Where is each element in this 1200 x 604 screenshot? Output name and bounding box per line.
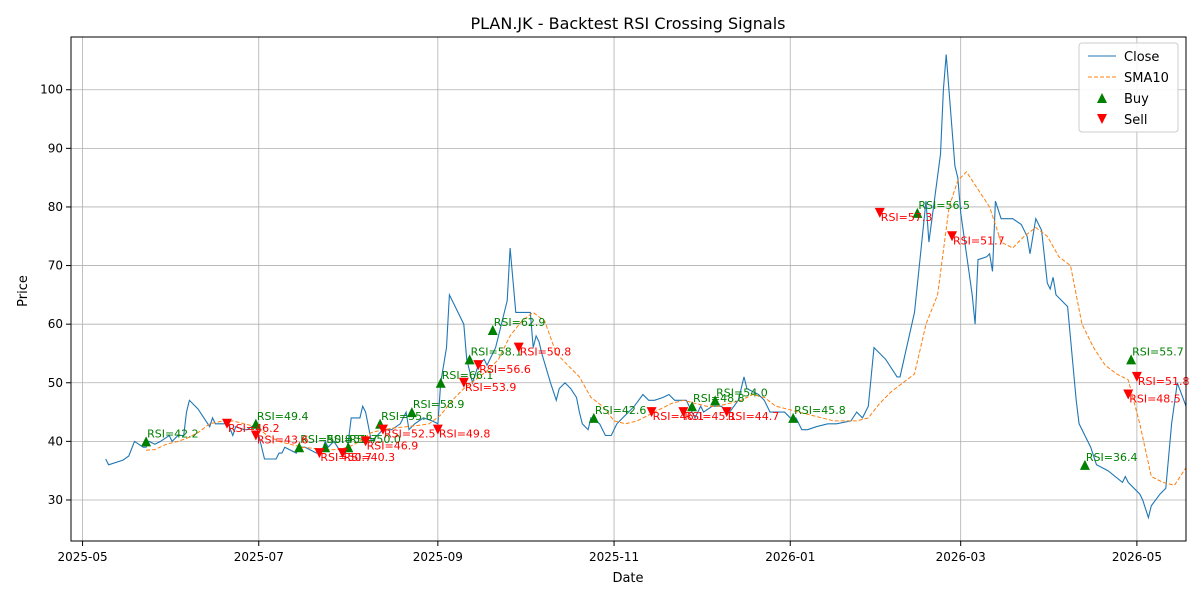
sell-marker — [377, 424, 388, 435]
sell-rsi-label: RSI=45.1 — [684, 410, 736, 423]
legend-sell-marker — [1097, 114, 1107, 124]
legend-frame — [1078, 42, 1179, 133]
buy-rsi-label: RSI=36.4 — [1086, 451, 1138, 464]
buy-marker — [687, 401, 698, 412]
buy-rsi-label: RSI=42.2 — [147, 427, 199, 440]
buy-rsi-label: RSI=49.4 — [257, 410, 309, 423]
sell-rsi-label: RSI=51.8 — [1138, 375, 1190, 388]
legend-buy-marker — [1097, 93, 1107, 103]
x-tick-label: 2025-05 — [57, 550, 107, 564]
legend: Close SMA10 Buy Sell — [1078, 42, 1179, 133]
sell-marker — [513, 342, 524, 353]
sell-rsi-label: RSI=46.2 — [228, 422, 280, 435]
buy-rsi-label: RSI=55.7 — [1132, 345, 1184, 358]
sell-marker — [1123, 389, 1134, 400]
buy-rsi-label: RSI=54.0 — [716, 386, 768, 399]
buy-rsi-label: RSI=48.8 — [693, 392, 745, 405]
buy-rsi-label: RSI=56.5 — [918, 199, 970, 212]
y-tick-label: 70 — [48, 259, 63, 273]
legend-sma-label: SMA10 — [1124, 71, 1169, 86]
y-tick-label: 40 — [48, 434, 63, 448]
close-price-line — [105, 54, 1186, 520]
legend-buy-label: Buy — [1124, 92, 1149, 107]
sell-marker — [874, 207, 885, 218]
sell-marker — [360, 436, 371, 447]
sell-marker — [314, 448, 325, 459]
sell-marker — [947, 231, 958, 242]
grid — [71, 37, 1186, 541]
buy-rsi-label: RSI=62.9 — [494, 316, 546, 329]
buy-marker — [435, 377, 446, 388]
x-tick-label: 2025-07 — [234, 550, 284, 564]
y-tick-label: 90 — [48, 141, 63, 155]
buy-marker — [250, 418, 261, 429]
plot-area: RSI=42.2RSI=49.4RSI=50.8RSI=51.7RSI=50.0… — [40, 36, 1190, 564]
x-tick-label: 2025-11 — [589, 550, 639, 564]
sell-rsi-label: RSI=40.3 — [344, 451, 396, 464]
buy-marker — [788, 412, 799, 423]
buy-marker — [710, 395, 721, 406]
chart-title: PLAN.JK - Backtest RSI Crossing Signals — [471, 14, 786, 33]
y-tick-label: 30 — [48, 493, 63, 507]
axes-frame — [70, 36, 1187, 542]
x-tick-label: 2026-03 — [936, 550, 986, 564]
x-tick-label: 2025-09 — [413, 550, 463, 564]
sell-rsi-label: RSI=43.6 — [257, 434, 309, 447]
sell-rsi-label: RSI=53.9 — [465, 381, 517, 394]
x-axis-label: Date — [612, 571, 643, 586]
sell-marker — [678, 407, 689, 418]
buy-marker — [294, 442, 305, 453]
sell-rsi-label: RSI=51.7 — [953, 234, 1005, 247]
buy-marker — [588, 412, 599, 423]
sell-rsi-label: RSI=56.6 — [479, 363, 531, 376]
sell-marker — [473, 360, 484, 371]
buy-rsi-label: RSI=66.1 — [442, 369, 494, 382]
legend-sell-label: Sell — [1124, 113, 1147, 128]
legend-close-label: Close — [1124, 50, 1159, 65]
buy-rsi-label: RSI=58.1 — [471, 345, 523, 358]
sell-marker — [458, 377, 469, 388]
sell-rsi-label: RSI=46.9 — [367, 439, 419, 452]
buy-marker — [912, 207, 923, 218]
y-tick-label: 80 — [48, 200, 63, 214]
sell-rsi-label: RSI=57.3 — [881, 211, 933, 224]
sell-marker — [337, 448, 348, 459]
sell-rsi-label: RSI=52.5 — [384, 428, 436, 441]
buy-rsi-label: RSI=45.8 — [794, 404, 846, 417]
x-tick-label: 2026-05 — [1112, 550, 1162, 564]
sell-rsi-label: RSI=46.1 — [653, 410, 705, 423]
sell-rsi-label: RSI=50.7 — [320, 451, 372, 464]
sell-marker — [221, 418, 232, 429]
sell-marker — [1131, 371, 1142, 382]
sell-marker — [250, 430, 261, 441]
buy-marker — [1079, 459, 1090, 470]
sell-rsi-label: RSI=49.8 — [439, 428, 491, 441]
buy-marker — [487, 325, 498, 336]
sell-rsi-label: RSI=48.5 — [1129, 392, 1181, 405]
buy-marker — [1126, 354, 1137, 365]
buy-rsi-label: RSI=55.6 — [381, 410, 433, 423]
y-axis-label: Price — [16, 275, 31, 307]
buy-rsi-label: RSI=58.9 — [413, 398, 465, 411]
sma10-line — [146, 171, 1186, 486]
y-tick-label: 60 — [48, 317, 63, 331]
sell-marker — [432, 424, 443, 435]
buy-marker — [141, 436, 152, 447]
buy-marker — [464, 354, 475, 365]
sell-rsi-label: RSI=44.7 — [728, 410, 780, 423]
buy-rsi-label: RSI=42.6 — [595, 404, 647, 417]
sell-rsi-label: RSI=50.8 — [520, 346, 572, 359]
y-tick-label: 100 — [40, 83, 63, 97]
buy-rsi-label: RSI=50.8 — [300, 433, 352, 446]
sell-marker — [646, 407, 657, 418]
buy-marker — [406, 407, 417, 418]
x-tick-label: 2026-01 — [765, 550, 815, 564]
sell-marker — [721, 407, 732, 418]
y-tick-label: 50 — [48, 376, 63, 390]
